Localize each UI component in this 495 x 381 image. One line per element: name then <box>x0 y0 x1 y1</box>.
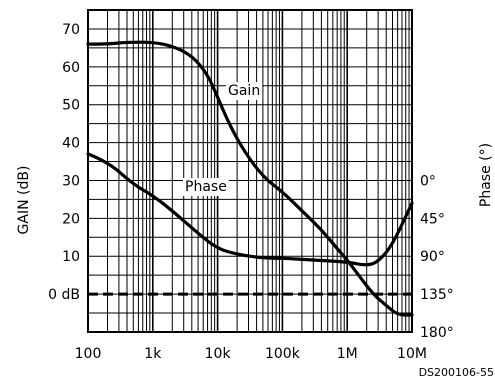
tick-labels: 100 1k 10k 100k 1M 10M 70 60 50 40 30 20 10 0 dB 0° 45°… <box>48 22 454 362</box>
figure-footnote: DS200106-55 <box>419 366 494 379</box>
x-tick-label: 10k <box>205 346 232 362</box>
y-right-tick-label: 180° <box>420 325 454 341</box>
y-left-tick-label: 30 <box>62 173 80 189</box>
series-phase-line <box>86 152 414 267</box>
y-left-tick-label: 40 <box>62 136 80 152</box>
y-left-tick-label: 70 <box>62 22 80 38</box>
y-left-tick-label: 50 <box>62 98 80 114</box>
y-left-tick-label: 20 <box>62 211 80 227</box>
y-right-tick-label: 135° <box>420 287 454 303</box>
y-right-tick-label: 45° <box>420 211 445 227</box>
gain-annotation: Gain <box>228 83 260 99</box>
x-tick-label: 1M <box>337 346 358 362</box>
x-tick-label: 10M <box>397 346 427 362</box>
y-right-axis-label: Phase (°) <box>478 143 494 207</box>
series-gain-line <box>86 40 414 317</box>
y-left-tick-label: 10 <box>62 249 80 265</box>
y-left-axis-label: GAIN (dB) <box>16 166 32 235</box>
phase-annotation-bg <box>183 178 229 196</box>
grid <box>87 10 412 332</box>
series-layer <box>86 40 414 317</box>
x-tick-label: 100k <box>265 346 301 362</box>
x-tick-label: 1k <box>144 346 162 362</box>
y-right-tick-label: 90° <box>420 249 445 265</box>
y-left-tick-label: 60 <box>62 60 80 76</box>
plot-frame <box>87 9 413 333</box>
y-left-tick-label: 0 dB <box>48 287 80 303</box>
x-tick-label: 100 <box>75 346 102 362</box>
phase-annotation: Phase <box>185 179 227 195</box>
gain-annotation-bg <box>226 82 263 100</box>
y-right-tick-label: 0° <box>420 173 436 189</box>
